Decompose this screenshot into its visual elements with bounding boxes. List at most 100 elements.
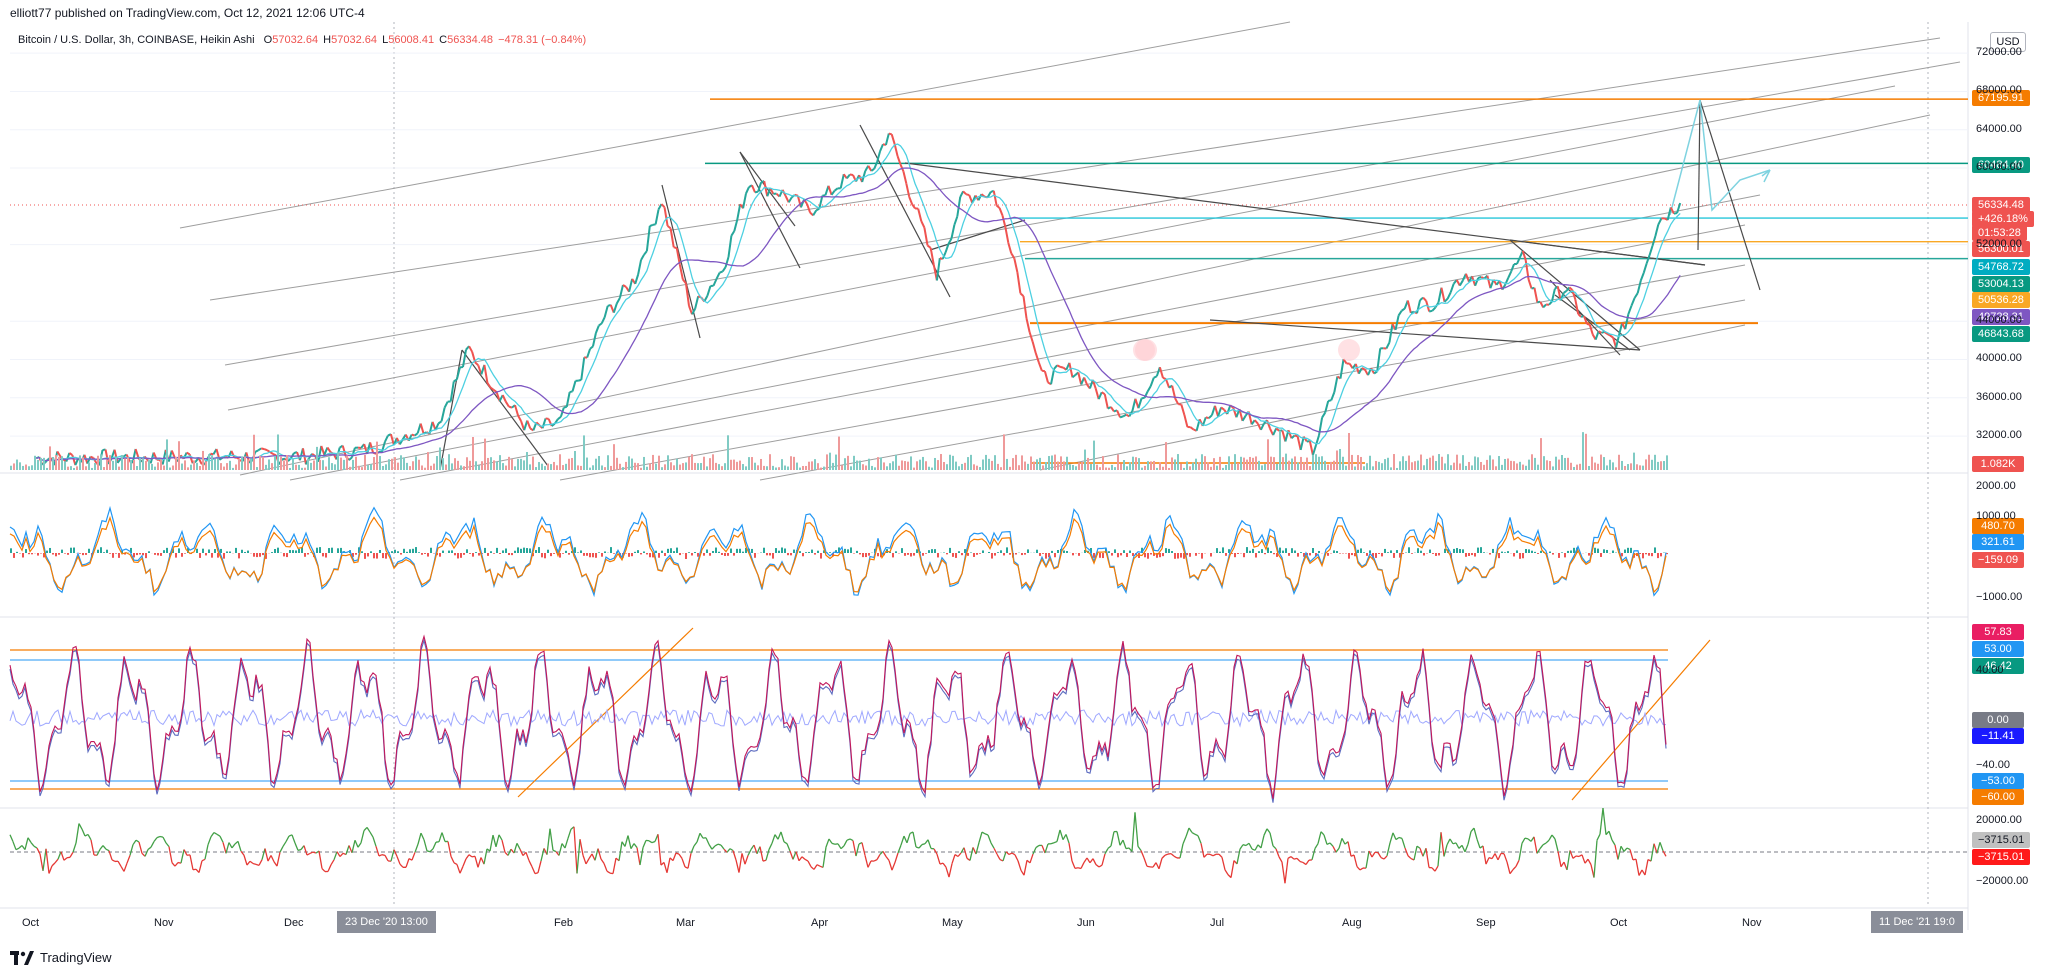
cmf-segment <box>348 845 353 854</box>
macd-bar <box>655 550 657 553</box>
price-segment <box>822 194 826 197</box>
macd-bar <box>499 553 501 554</box>
price-segment <box>1437 287 1443 303</box>
volume-bar <box>301 467 303 470</box>
volume-bar <box>1300 456 1302 470</box>
macd-bar <box>592 553 594 558</box>
volume-bar <box>1507 458 1509 470</box>
macd-bar <box>565 550 567 553</box>
macd-bar <box>832 553 834 557</box>
cmf-segment <box>1566 850 1571 871</box>
volume-bar <box>217 458 219 470</box>
macd-bar <box>1375 553 1377 558</box>
volume-bar <box>1531 454 1533 470</box>
volume-bar <box>1090 464 1092 470</box>
cmf-segment <box>1611 839 1616 846</box>
price-segment <box>419 423 425 434</box>
price-segment <box>501 394 507 403</box>
macd-bar <box>1336 550 1338 553</box>
volume-bar <box>997 463 999 470</box>
macd-bar <box>1225 553 1227 556</box>
price-segment <box>1025 318 1031 333</box>
price-segment <box>839 173 845 189</box>
volume-bar <box>388 459 390 470</box>
macd-bar <box>1627 547 1629 553</box>
cmf-segment <box>927 839 932 849</box>
price-segment <box>1149 377 1155 387</box>
volume-bar <box>688 456 690 470</box>
volume-bar <box>1597 463 1599 470</box>
volume-bar <box>847 455 849 470</box>
volume-bar <box>958 466 960 470</box>
macd-bar <box>580 550 582 553</box>
volume-bar <box>424 467 426 470</box>
volume-bar <box>1057 461 1059 470</box>
price-segment <box>1429 309 1433 313</box>
price-segment <box>1254 419 1259 425</box>
month-label: Mar <box>676 917 695 929</box>
volume-bar <box>1054 454 1056 470</box>
price-segment <box>929 247 935 265</box>
price-segment <box>1577 313 1582 318</box>
macd-bar <box>1057 550 1059 553</box>
cmf-segment <box>1131 812 1136 852</box>
cmf-segment <box>771 834 776 844</box>
price-segment <box>1220 406 1225 411</box>
volume-bar <box>85 466 87 470</box>
price-segment <box>1537 300 1541 304</box>
volume-bar <box>814 459 816 470</box>
volume-bar <box>229 460 231 470</box>
indicator-axis-tick: −20000.00 <box>1976 875 2029 887</box>
cmf-segment <box>201 858 206 862</box>
volume-bar <box>706 466 708 470</box>
volume-bar <box>538 462 540 470</box>
macd-bar <box>1315 553 1317 557</box>
cmf-segment <box>1440 832 1445 857</box>
cmf-segment <box>1146 865 1151 868</box>
currency-selector[interactable]: USD <box>1990 32 2026 52</box>
cmf-segment <box>588 853 593 859</box>
volume-bar <box>1285 453 1287 470</box>
cmf-segment <box>1185 827 1190 837</box>
volume-bar <box>877 457 879 470</box>
price-segment <box>1542 303 1547 309</box>
cmf-segment <box>825 838 830 848</box>
cmf-segment <box>1062 834 1067 840</box>
macd-bar <box>988 551 990 553</box>
macd-bar <box>1327 553 1329 556</box>
price-segment <box>1636 280 1642 294</box>
volume-bar <box>1609 459 1611 470</box>
macd-bar <box>196 548 198 553</box>
macd-bar <box>1159 553 1161 558</box>
price-axis-tick: 64000.00 <box>1976 122 2022 135</box>
cmf-segment <box>297 848 302 851</box>
volume-bar <box>1147 461 1149 470</box>
volume-bar <box>1414 461 1416 470</box>
cmf-segment <box>540 848 545 862</box>
macd-bar <box>496 547 498 553</box>
cmf-segment <box>888 860 893 871</box>
macd-bar <box>844 548 846 553</box>
cmf-segment <box>1341 838 1346 845</box>
macd-bar <box>853 553 855 554</box>
cmf-segment <box>453 862 458 866</box>
price-segment <box>1122 413 1127 418</box>
stoch-value-label: 46.42 <box>1972 658 2024 674</box>
macd-bar <box>859 553 861 555</box>
cmf-segment <box>372 836 377 847</box>
macd-bar <box>1174 553 1176 559</box>
volume-bar <box>310 462 312 470</box>
cmf-segment <box>531 866 536 874</box>
cmf-segment <box>624 835 629 847</box>
price-segment <box>1174 397 1180 405</box>
price-segment <box>1113 409 1118 413</box>
price-segment <box>703 295 709 303</box>
volume-bar <box>1228 456 1230 470</box>
macd-bar <box>211 553 213 558</box>
volume-bar <box>1336 450 1338 470</box>
price-segment <box>1474 277 1480 287</box>
volume-bar <box>673 465 675 470</box>
volume-bar <box>1372 466 1374 470</box>
cmf-segment <box>471 855 476 858</box>
